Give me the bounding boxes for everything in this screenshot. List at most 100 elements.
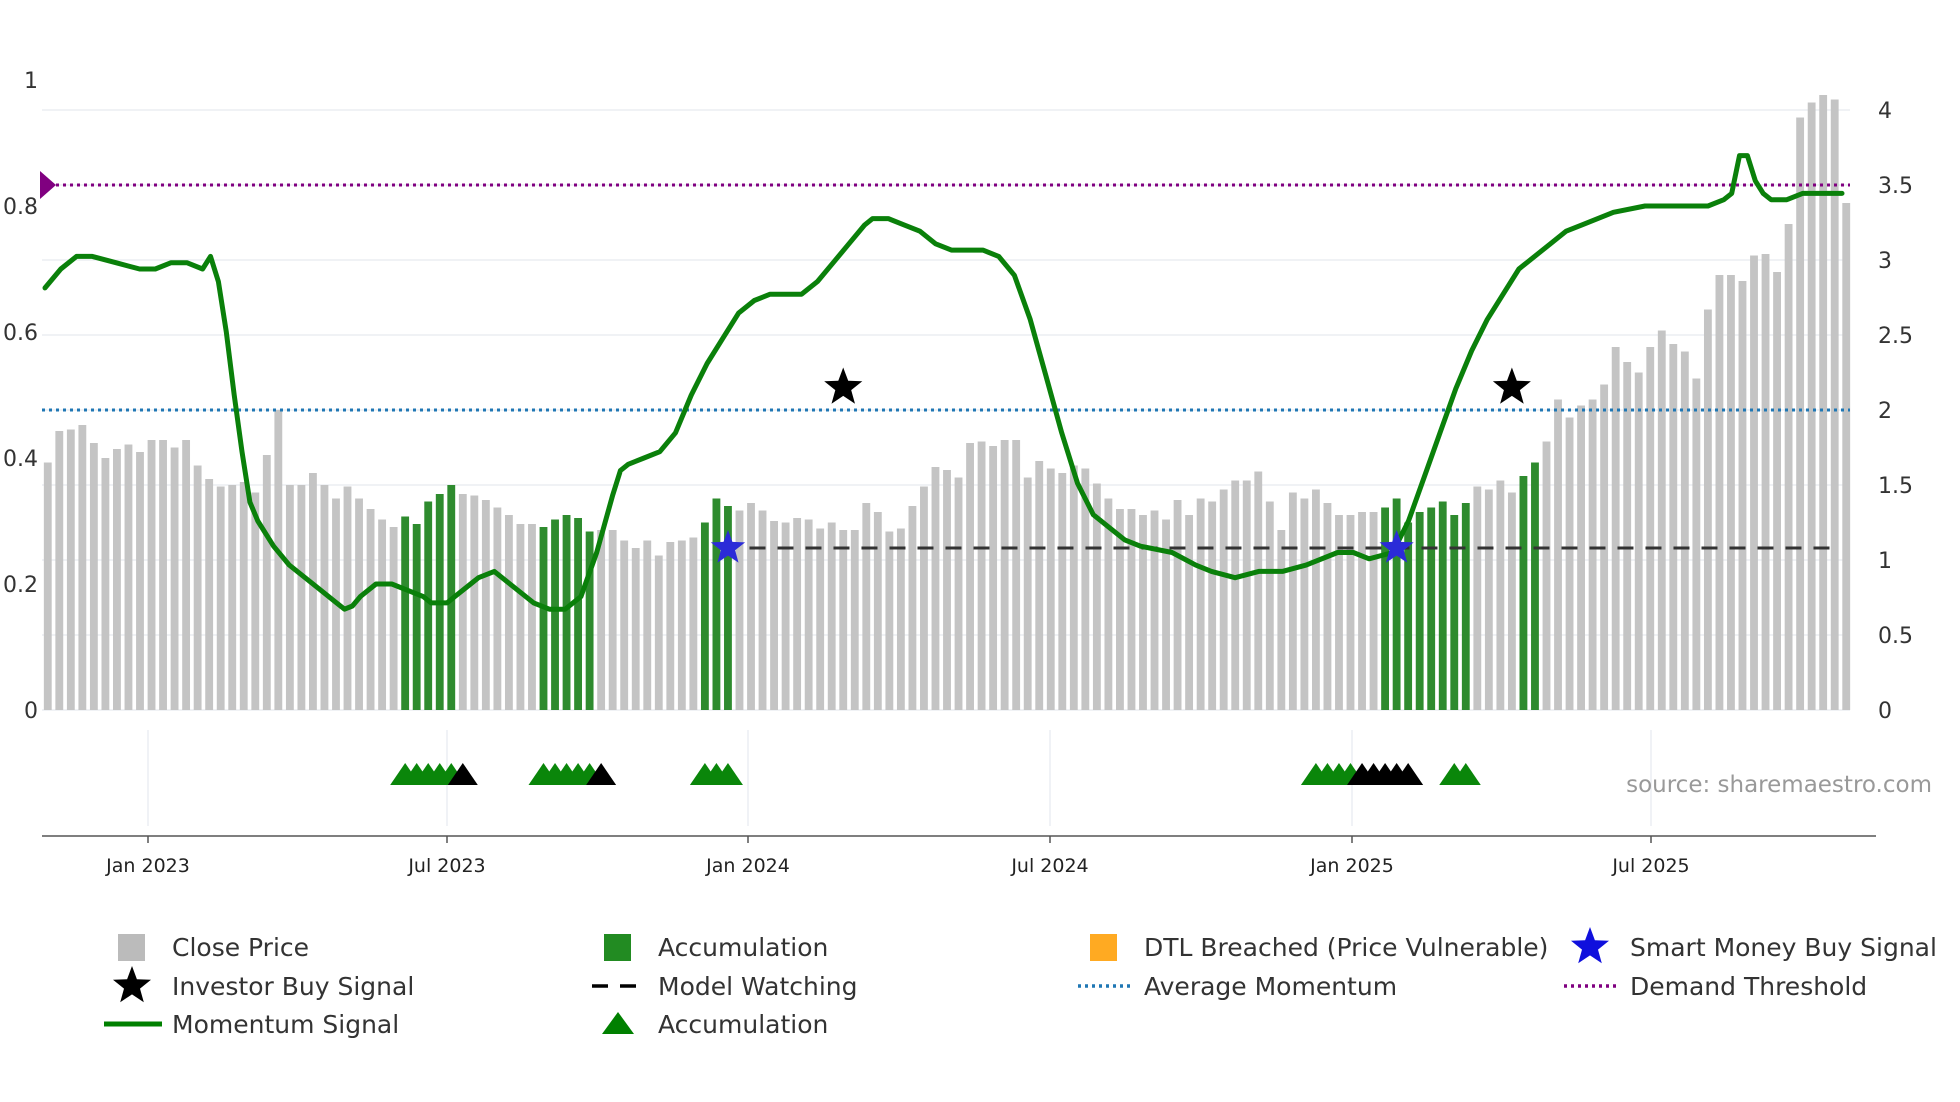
close-price-bar — [458, 494, 467, 710]
close-price-bar — [1450, 515, 1459, 710]
close-price-bar — [608, 530, 617, 710]
close-price-bar — [1369, 512, 1378, 710]
close-price-bar — [205, 479, 214, 710]
close-price-bar — [297, 485, 306, 710]
legend-item: Momentum Signal — [104, 1010, 399, 1039]
close-price-bar — [1139, 515, 1147, 710]
close-price-bar — [170, 447, 179, 710]
close-price-bar — [539, 527, 548, 710]
x-axis-tick-label: Jul 2025 — [1611, 855, 1689, 877]
close-price-bar — [666, 542, 675, 710]
close-price-bar — [585, 531, 594, 710]
close-price-bar — [1773, 272, 1781, 710]
close-price-bar — [1081, 468, 1090, 710]
close-price-bar — [470, 495, 479, 710]
investor-buy-signal-star — [824, 367, 863, 404]
close-price-bar — [1473, 486, 1482, 710]
close-price-bar — [1542, 441, 1551, 710]
close-price-bar — [954, 477, 963, 710]
close-price-bar — [66, 429, 75, 710]
close-price-bar — [493, 507, 502, 710]
investor-buy-signal-star — [1492, 367, 1531, 404]
close-price-bar — [401, 516, 410, 710]
close-price-bar — [389, 527, 398, 710]
close-price-bar — [1577, 405, 1585, 710]
close-price-bar — [1531, 462, 1539, 710]
close-price-bar — [1254, 471, 1263, 710]
close-price-bar — [1092, 483, 1101, 710]
close-price-bar — [735, 510, 744, 710]
close-price-bar — [274, 410, 283, 710]
close-price-bar — [908, 506, 917, 710]
x-axis-tick-label: Jul 2023 — [407, 855, 485, 877]
close-price-bar — [1185, 515, 1194, 710]
close-price-bar — [793, 518, 802, 710]
left-axis-tick-label: 1 — [24, 69, 38, 94]
close-price-bar — [712, 498, 721, 710]
close-price-bar — [1484, 489, 1493, 710]
close-price-bar — [804, 519, 813, 710]
left-axis-tick-label: 0.6 — [3, 321, 38, 346]
close-price-bar — [136, 452, 144, 710]
legend-label: Close Price — [172, 933, 309, 962]
close-price-bar — [654, 555, 663, 710]
close-price-bar — [781, 522, 790, 710]
legend-swatch — [604, 934, 631, 961]
close-price-bar — [689, 537, 698, 710]
close-price-bar — [1646, 347, 1655, 710]
legend-label: Accumulation — [658, 1010, 828, 1039]
legend-label: Demand Threshold — [1630, 972, 1867, 1001]
x-axis-tick-label: Jan 2024 — [705, 855, 790, 877]
close-price-bar — [1588, 399, 1597, 710]
close-price-bar — [1404, 522, 1413, 710]
close-price-bar — [1311, 489, 1320, 710]
right-axis-tick-label: 1.5 — [1878, 474, 1913, 499]
close-price-bar — [885, 531, 894, 710]
close-price-bar — [1000, 440, 1009, 710]
close-price-bar — [1807, 102, 1816, 710]
close-price-bar — [1069, 465, 1078, 710]
close-price-bar — [643, 540, 652, 710]
close-price-bar — [366, 509, 375, 710]
legend: Close Price Accumulation DTL Breached (Pri… — [104, 927, 1937, 1039]
demand-threshold-marker — [40, 171, 56, 199]
close-price-bar — [1427, 507, 1436, 710]
close-price-bar — [1012, 440, 1021, 710]
close-price-bar — [873, 512, 882, 710]
close-price-bar — [1715, 275, 1724, 710]
legend-item: Smart Money Buy Signal — [1571, 927, 1937, 964]
close-price-bar — [378, 519, 387, 710]
x-axis-tick-label: Jul 2024 — [1010, 855, 1088, 877]
close-price-bar — [1519, 476, 1528, 710]
left-axis-tick-label: 0.2 — [3, 573, 38, 598]
close-price-bar — [412, 524, 421, 710]
accumulation-marker — [586, 763, 617, 785]
close-price-bar — [1323, 503, 1332, 710]
close-price-bar — [124, 444, 133, 710]
close-price-bar — [309, 473, 317, 710]
close-price-bar — [1046, 468, 1055, 710]
close-price-bar — [504, 515, 513, 710]
x-axis-tick-label: Jan 2025 — [1309, 855, 1394, 877]
close-price-bar — [1784, 224, 1793, 710]
close-price-bar — [562, 515, 571, 710]
close-price-bar — [1680, 351, 1689, 710]
right-axis-tick-label: 0.5 — [1878, 624, 1913, 649]
legend-item: Demand Threshold — [1564, 972, 1867, 1001]
close-price-bar — [1623, 362, 1632, 710]
close-price-bar — [631, 548, 640, 710]
right-axis-tick-label: 2 — [1878, 399, 1892, 424]
close-price-bar — [574, 518, 583, 710]
close-price-bar — [1116, 509, 1124, 710]
close-price-bar — [1669, 344, 1678, 710]
close-price-bar — [1242, 480, 1251, 710]
right-axis-tick-label: 3.5 — [1878, 174, 1913, 199]
close-price-bar — [182, 440, 191, 710]
close-price-bar — [228, 485, 237, 710]
close-price-bar — [1035, 461, 1044, 710]
accumulation-markers — [390, 763, 1481, 785]
accumulation-marker — [1450, 763, 1481, 785]
close-price-bar — [597, 530, 606, 710]
close-price-bar — [1750, 255, 1758, 710]
